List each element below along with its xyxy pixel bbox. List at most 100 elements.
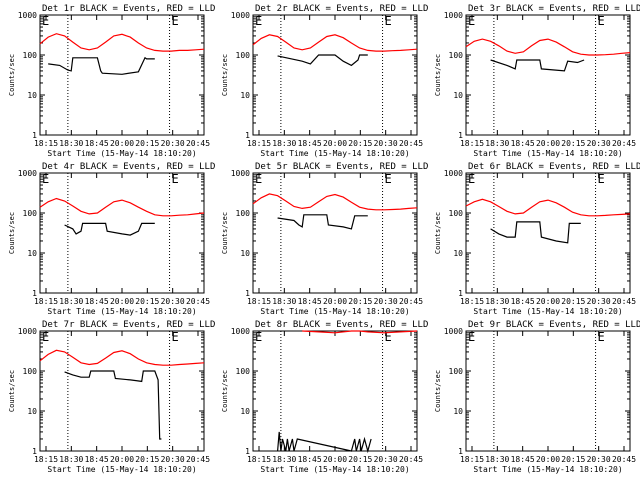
y-tick-label: 10 [453,407,463,416]
x-tick-label: 20:15 [561,297,585,306]
plot-frame [252,172,418,294]
x-axis-label: Start Time (15-May-14 18:10:20) [47,307,196,316]
series-events-line [277,214,368,230]
y-axis-label: Counts/sec [434,370,442,412]
x-tick-label: 18:30 [272,297,296,306]
x-tick-label: 20:00 [323,139,347,148]
x-tick-label: 20:45 [186,139,210,148]
y-tick-label: 1000 [444,327,463,336]
y-tick-label: 1000 [18,327,37,336]
panel-title: Det 1r BLACK = Events, RED = LLD [42,4,215,14]
panel-title: Det 9r BLACK = Events, RED = LLD [468,320,640,330]
y-tick-label: 100 [236,51,251,60]
y-axis-label: Counts/sec [221,212,229,254]
y-axis-label: Counts/sec [8,212,16,254]
x-tick-label: 18:15 [460,297,484,306]
y-axis-label: Counts/sec [221,370,229,412]
y-tick-label: 1000 [18,169,37,178]
panel-title: Det 8r BLACK = Events, RED = LLD [255,320,428,330]
plot-frame [465,172,631,294]
series-lld-line [465,198,631,217]
x-tick-label: 20:00 [536,297,560,306]
x-tick-label: 18:30 [272,139,296,148]
plot-frame [465,330,631,452]
panel-title: Det 7r BLACK = Events, RED = LLD [42,320,215,330]
panel-title: Det 2r BLACK = Events, RED = LLD [255,4,428,14]
x-axis-label: Start Time (15-May-14 18:10:20) [473,149,622,158]
x-tick-label: 20:45 [399,139,423,148]
event-marker-label: E [42,14,49,28]
y-tick-label: 10 [27,407,37,416]
series-events-line [277,431,372,454]
plot-frame [465,14,631,136]
panel-7: Det 7r BLACK = Events, RED = LLD 1 10 100 10… [8,320,215,474]
series-lld-line [252,34,418,52]
x-axis-label: Start Time (15-May-14 18:10:20) [260,307,409,316]
y-tick-label: 100 [449,367,464,376]
x-tick-label: 20:30 [161,297,185,306]
x-tick-label: 18:15 [247,297,271,306]
panel-8: Det 8r BLACK = Events, RED = LLD 1 10 100 10… [221,320,428,474]
panel-6: Det 6r BLACK = Events, RED = LLD 1 10 100 10… [434,162,640,316]
x-tick-label: 20:00 [536,139,560,148]
x-tick-label: 20:15 [561,455,585,464]
series-lld-line [39,197,205,217]
x-tick-label: 20:30 [374,139,398,148]
y-axis-label: Counts/sec [8,54,16,96]
x-tick-label: 20:45 [186,297,210,306]
x-tick-label: 20:30 [161,139,185,148]
x-axis-label: Start Time (15-May-14 18:10:20) [47,149,196,158]
y-tick-label: 1 [458,447,463,456]
panel-4: Det 4r BLACK = Events, RED = LLD 1 10 100 10… [8,162,215,316]
y-tick-label: 1 [32,131,37,140]
x-tick-label: 20:45 [612,139,636,148]
x-tick-label: 18:45 [298,455,322,464]
x-tick-label: 20:15 [135,297,159,306]
x-tick-label: 20:00 [536,455,560,464]
event-marker-label: E [255,330,262,344]
event-marker-label: E [598,172,605,186]
x-tick-label: 20:00 [323,297,347,306]
event-marker-label: E [468,330,475,344]
plot-frame [39,172,205,294]
x-tick-label: 20:00 [110,139,134,148]
y-tick-label: 100 [23,367,38,376]
x-tick-label: 20:15 [348,297,372,306]
y-tick-label: 100 [23,209,38,218]
series-events-line [490,221,581,244]
event-marker-label: E [172,330,179,344]
x-tick-label: 20:15 [135,455,159,464]
y-tick-label: 100 [23,51,38,60]
x-tick-label: 18:45 [511,455,535,464]
x-tick-label: 18:45 [511,297,535,306]
y-tick-label: 1 [245,447,250,456]
x-tick-label: 20:30 [161,455,185,464]
panel-1: Det 1r BLACK = Events, RED = LLD 1 10 100 10… [8,4,215,158]
event-marker-label: E [468,14,475,28]
x-tick-label: 18:15 [34,139,58,148]
x-axis-label: Start Time (15-May-14 18:10:20) [47,465,196,474]
x-tick-label: 20:30 [374,455,398,464]
x-tick-label: 20:45 [612,297,636,306]
x-tick-label: 18:30 [485,297,509,306]
y-tick-label: 10 [240,407,250,416]
event-marker-label: E [598,330,605,344]
x-tick-label: 18:45 [298,139,322,148]
y-tick-label: 10 [240,91,250,100]
y-tick-label: 10 [240,249,250,258]
series-events-line [64,222,155,236]
x-tick-label: 18:30 [59,139,83,148]
y-tick-label: 10 [27,91,37,100]
y-tick-label: 1000 [444,169,463,178]
x-tick-label: 20:15 [561,139,585,148]
x-axis-label: Start Time (15-May-14 18:10:20) [473,307,622,316]
plot-frame [252,330,418,452]
x-tick-label: 20:45 [186,455,210,464]
event-marker-label: E [255,14,262,28]
event-marker-label: E [385,172,392,186]
x-tick-label: 18:45 [298,297,322,306]
x-tick-label: 20:45 [399,455,423,464]
x-tick-label: 20:00 [110,297,134,306]
x-tick-label: 18:30 [485,455,509,464]
